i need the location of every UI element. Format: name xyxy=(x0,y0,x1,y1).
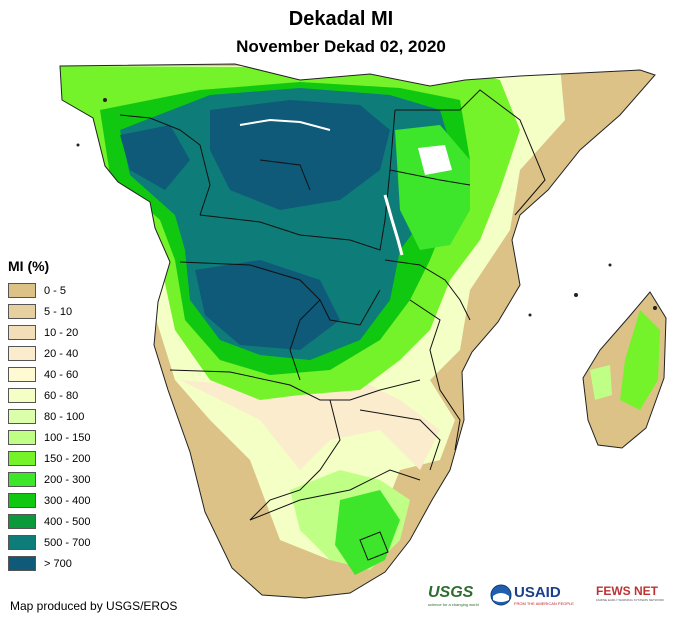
legend-swatch xyxy=(8,430,36,445)
legend-swatch xyxy=(8,472,36,487)
island xyxy=(103,98,107,102)
zone-extreme-2 xyxy=(195,260,340,350)
legend-swatch xyxy=(8,346,36,361)
legend-item: 500 - 700 xyxy=(8,532,90,553)
legend-swatch xyxy=(8,388,36,403)
usgs-logo-name: USGS xyxy=(428,584,474,601)
legend-item: 10 - 20 xyxy=(8,322,90,343)
legend-swatch xyxy=(8,367,36,382)
lake-tanganyika xyxy=(383,194,404,256)
fews-net-logo-tagline: FAMINE EARLY WARNING SYSTEMS NETWORK xyxy=(596,598,665,602)
legend-swatch xyxy=(8,325,36,340)
agency-logos: USGS science for a changing world USAID … xyxy=(428,584,678,616)
legend: MI (%) 0 - 5 5 - 10 10 - 20 20 - 40 40 -… xyxy=(8,258,90,574)
congo-river xyxy=(239,118,331,131)
legend-item: 80 - 100 xyxy=(8,406,90,427)
legend-label: 40 - 60 xyxy=(44,368,79,381)
usaid-logo: USAID FROM THE AMERICAN PEOPLE xyxy=(514,584,596,616)
zone-east-green xyxy=(395,125,470,250)
legend-item: 60 - 80 xyxy=(8,385,90,406)
legend-item: 200 - 300 xyxy=(8,469,90,490)
africa-coastline xyxy=(59,63,656,599)
zone-madagascar-west xyxy=(590,365,612,400)
island xyxy=(76,143,80,147)
legend-item: 100 - 150 xyxy=(8,427,90,448)
fews-net-logo: FEWS NET FAMINE EARLY WARNING SYSTEMS NE… xyxy=(596,584,678,616)
legend-label: 500 - 700 xyxy=(44,536,91,549)
usaid-logo-name: USAID xyxy=(514,584,561,601)
legend-label: 300 - 400 xyxy=(44,494,91,507)
usgs-logo-tagline: science for a changing world xyxy=(428,602,479,607)
legend-item: 400 - 500 xyxy=(8,511,90,532)
legend-label: > 700 xyxy=(44,557,72,570)
zone-pale xyxy=(180,380,440,470)
island xyxy=(608,263,612,267)
legend-item: 20 - 40 xyxy=(8,343,90,364)
legend-swatch xyxy=(8,535,36,550)
legend-label: 10 - 20 xyxy=(44,326,79,339)
madagascar-coastline xyxy=(582,291,667,449)
fews-net-logo-name: FEWS NET xyxy=(596,584,658,598)
zone-madagascar-east xyxy=(620,310,660,410)
legend-swatch xyxy=(8,409,36,424)
legend-label: 5 - 10 xyxy=(44,305,73,318)
noaa-logo-icon xyxy=(490,584,512,616)
island xyxy=(653,306,657,310)
legend-label: 150 - 200 xyxy=(44,452,91,465)
legend-swatch xyxy=(8,304,36,319)
legend-label: 20 - 40 xyxy=(44,347,79,360)
legend-title: MI (%) xyxy=(8,258,50,274)
map-credit: Map produced by USGS/EROS xyxy=(10,599,178,613)
map-title: Dekadal MI xyxy=(288,8,394,30)
zone-extreme-3 xyxy=(120,125,190,190)
legend-rows: 0 - 5 5 - 10 10 - 20 20 - 40 40 - 60 60 … xyxy=(8,280,90,574)
usaid-logo-tagline: FROM THE AMERICAN PEOPLE xyxy=(514,601,574,606)
country-borders xyxy=(119,89,546,561)
legend-item: 0 - 5 xyxy=(8,280,90,301)
legend-label: 60 - 80 xyxy=(44,389,79,402)
legend-label: 0 - 5 xyxy=(44,284,67,297)
legend-label: 80 - 100 xyxy=(44,410,85,423)
legend-item: 40 - 60 xyxy=(8,364,90,385)
legend-label: 400 - 500 xyxy=(44,515,91,528)
legend-label: 100 - 150 xyxy=(44,431,91,444)
legend-item: 5 - 10 xyxy=(8,301,90,322)
legend-label: 200 - 300 xyxy=(44,473,91,486)
legend-item: > 700 xyxy=(8,553,90,574)
mi-zones xyxy=(60,66,660,575)
legend-swatch xyxy=(8,556,36,571)
island xyxy=(528,313,532,317)
map-subtitle: November Dekad 02, 2020 xyxy=(236,37,446,56)
legend-swatch xyxy=(8,451,36,466)
legend-swatch xyxy=(8,493,36,508)
legend-swatch xyxy=(8,514,36,529)
legend-item: 300 - 400 xyxy=(8,490,90,511)
usgs-logo: USGS science for a changing world xyxy=(428,584,488,616)
zone-lake-area xyxy=(418,145,452,175)
island xyxy=(574,293,578,297)
zone-extreme-1 xyxy=(210,100,390,210)
legend-swatch xyxy=(8,283,36,298)
legend-item: 150 - 200 xyxy=(8,448,90,469)
